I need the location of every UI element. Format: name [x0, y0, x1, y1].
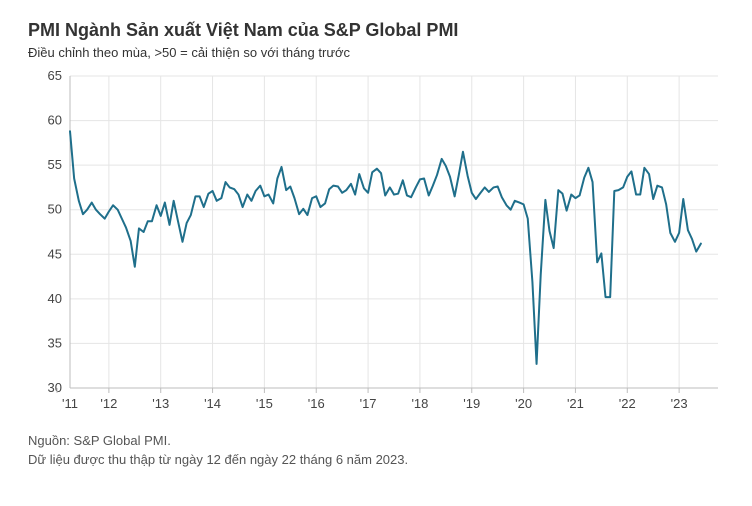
svg-text:'18: '18 — [411, 396, 428, 411]
chart-subtitle: Điều chỉnh theo mùa, >50 = cải thiện so … — [28, 45, 724, 60]
svg-text:35: 35 — [48, 335, 62, 350]
svg-text:'22: '22 — [619, 396, 636, 411]
svg-text:40: 40 — [48, 291, 62, 306]
note-text: Dữ liệu được thu thập từ ngày 12 đến ngà… — [28, 451, 724, 470]
source-text: Nguồn: S&P Global PMI. — [28, 432, 724, 451]
svg-text:45: 45 — [48, 246, 62, 261]
svg-text:'12: '12 — [100, 396, 117, 411]
svg-text:55: 55 — [48, 157, 62, 172]
chart-footer: Nguồn: S&P Global PMI. Dữ liệu được thu … — [28, 432, 724, 470]
svg-text:'20: '20 — [515, 396, 532, 411]
svg-text:'17: '17 — [360, 396, 377, 411]
chart-title: PMI Ngành Sản xuất Việt Nam của S&P Glob… — [28, 20, 724, 41]
svg-text:'16: '16 — [308, 396, 325, 411]
svg-text:60: 60 — [48, 113, 62, 128]
svg-text:'11: '11 — [62, 396, 78, 411]
svg-text:50: 50 — [48, 202, 62, 217]
svg-text:30: 30 — [48, 380, 62, 395]
svg-text:'15: '15 — [256, 396, 273, 411]
svg-text:'14: '14 — [204, 396, 221, 411]
svg-text:'13: '13 — [152, 396, 169, 411]
svg-text:'19: '19 — [463, 396, 480, 411]
svg-text:'21: '21 — [567, 396, 584, 411]
chart-plot-area: 30 35 40 45 50 55 60 65 '11 '12 '13 '14 '15 '16 '17 '18… — [28, 70, 724, 418]
line-chart-svg: 30 35 40 45 50 55 60 65 '11 '12 '13 '14 '15 '16 '17 '18… — [28, 70, 724, 418]
svg-text:65: 65 — [48, 70, 62, 83]
svg-text:'23: '23 — [671, 396, 688, 411]
chart-container: PMI Ngành Sản xuất Việt Nam của S&P Glob… — [0, 0, 752, 506]
